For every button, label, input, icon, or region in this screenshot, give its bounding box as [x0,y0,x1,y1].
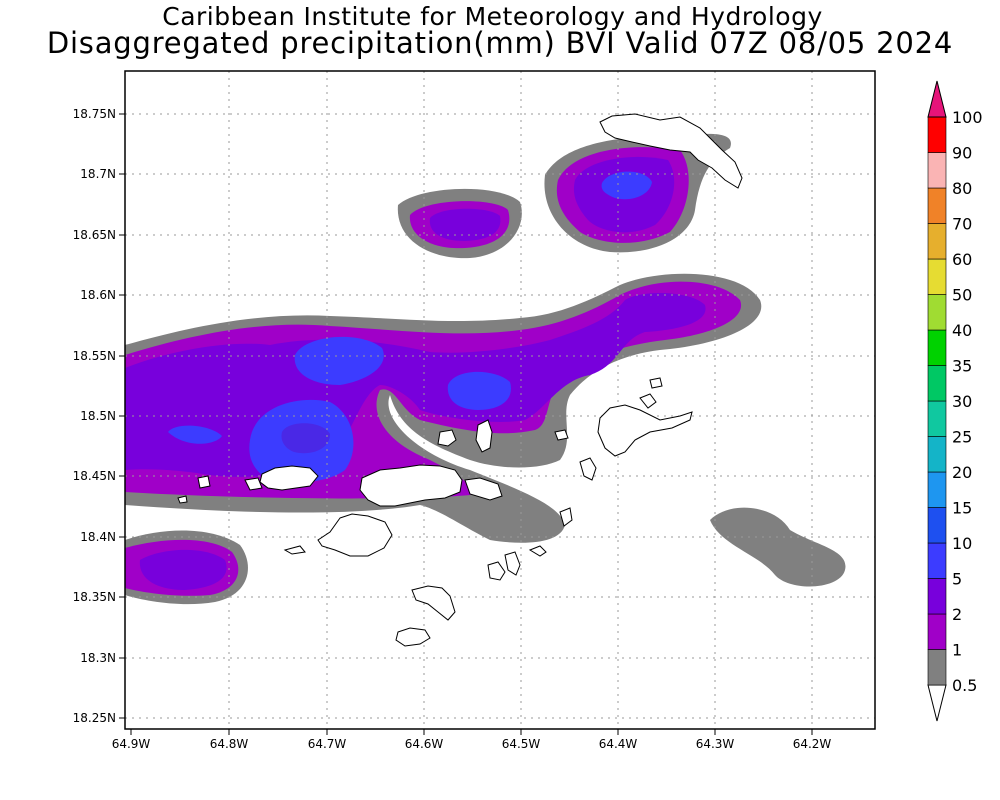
colorbar-swatch [927,329,947,366]
colorbar-label: 100 [952,108,983,127]
colorbar-label: 2 [952,605,962,624]
y-tick-label: 18.3N [80,651,116,665]
colorbar-swatch [927,152,947,189]
island-small-4 [464,477,503,501]
colorbar-swatch [927,116,947,153]
contour-5mm [601,171,652,200]
colorbar-label: 0.5 [952,676,977,695]
y-axis-labels: 18.75N 18.7N 18.65N 18.6N 18.55N 18.5N 1… [73,107,116,725]
x-tick-label: 64.8W [210,737,249,751]
island-tortola [359,464,463,507]
x-tick-label: 64.6W [405,737,444,751]
colorbar-swatch [927,187,947,224]
colorbar-label: 15 [952,499,972,518]
colorbar-label: 70 [952,215,972,234]
island-small-5 [411,585,456,621]
colorbar-swatch [927,223,947,260]
x-tick-label: 64.7W [308,737,347,751]
island-small-9 [528,545,547,557]
colorbar-swatch [927,542,947,579]
colorbar-swatch [927,365,947,402]
contour-2mm [139,549,227,590]
x-axis-labels: 64.9W 64.8W 64.7W 64.6W 64.5W 64.4W 64.3… [112,737,832,751]
contour-0.5mm [710,507,846,587]
y-tick-label: 18.45N [73,469,116,483]
island-small-8 [504,551,521,576]
x-tick-label: 64.5W [502,737,541,751]
island-small-13 [197,475,211,489]
x-tick-label: 64.3W [696,737,735,751]
colorbar-label: 35 [952,357,972,376]
colorbar-label: 10 [952,534,972,553]
island-peter-island [317,513,393,557]
colorbar-swatch [927,613,947,650]
title-institute: Caribbean Institute for Meteorology and … [162,2,823,31]
contour-5mm [281,423,330,454]
y-tick-label: 18.4N [80,530,116,544]
island-small-11 [639,393,657,409]
island-small-6 [395,627,431,647]
title-product: Disaggregated precipitation(mm) BVI Vali… [46,26,954,60]
colorbar-label: 1 [952,641,962,660]
colorbar-swatch [927,649,947,686]
island-virgin-gorda [597,404,693,457]
island-small-3 [437,429,457,447]
y-tick-label: 18.35N [73,590,116,604]
colorbar-label: 60 [952,250,972,269]
colorbar-label: 80 [952,179,972,198]
axis-ticks [119,113,813,735]
colorbar-label: 40 [952,321,972,340]
colorbar-swatch [927,436,947,473]
island-small-2 [475,419,493,453]
y-tick-label: 18.65N [73,228,116,242]
y-tick-label: 18.5N [80,409,116,423]
island-anegada [599,113,743,189]
y-tick-label: 18.55N [73,349,116,363]
island-small-10 [283,545,306,555]
contour-2mm [429,208,501,241]
colorbar-label: 20 [952,463,972,482]
colorbar-swatch [927,578,947,615]
colorbar-swatch [927,400,947,437]
colorbar-swatch [927,258,947,295]
x-tick-label: 64.9W [112,737,151,751]
map-plot-area [124,70,876,730]
colorbar-label: 30 [952,392,972,411]
y-tick-label: 18.25N [73,711,116,725]
colorbar-swatch [927,294,947,331]
island-small-15 [559,507,573,527]
colorbar-label: 5 [952,570,962,589]
y-tick-label: 18.75N [73,107,116,121]
x-tick-label: 64.2W [793,737,832,751]
colorbar-label: 90 [952,144,972,163]
colorbar-swatch [927,471,947,508]
island-small-1 [579,457,597,481]
colorbar-top-arrow [927,80,947,118]
x-tick-label: 64.4W [599,737,638,751]
contour-5mm [294,336,384,385]
contour-5mm [168,425,222,444]
island-small-16 [649,377,663,389]
island-small-7 [487,561,506,581]
y-tick-label: 18.6N [80,288,116,302]
gridlines [125,71,875,729]
island-small-12 [554,429,569,441]
colorbar-bottom-arrow [927,684,947,722]
map-frame [124,70,876,730]
colorbar-label: 25 [952,428,972,447]
contour-5mm [447,371,511,410]
island-outlines [177,113,743,647]
colorbar-label: 50 [952,286,972,305]
island-small-14 [244,477,263,491]
island-jost-van-dyke [259,465,319,491]
colorbar-swatch [927,507,947,544]
island-small-17 [177,495,188,504]
y-tick-label: 18.7N [80,167,116,181]
